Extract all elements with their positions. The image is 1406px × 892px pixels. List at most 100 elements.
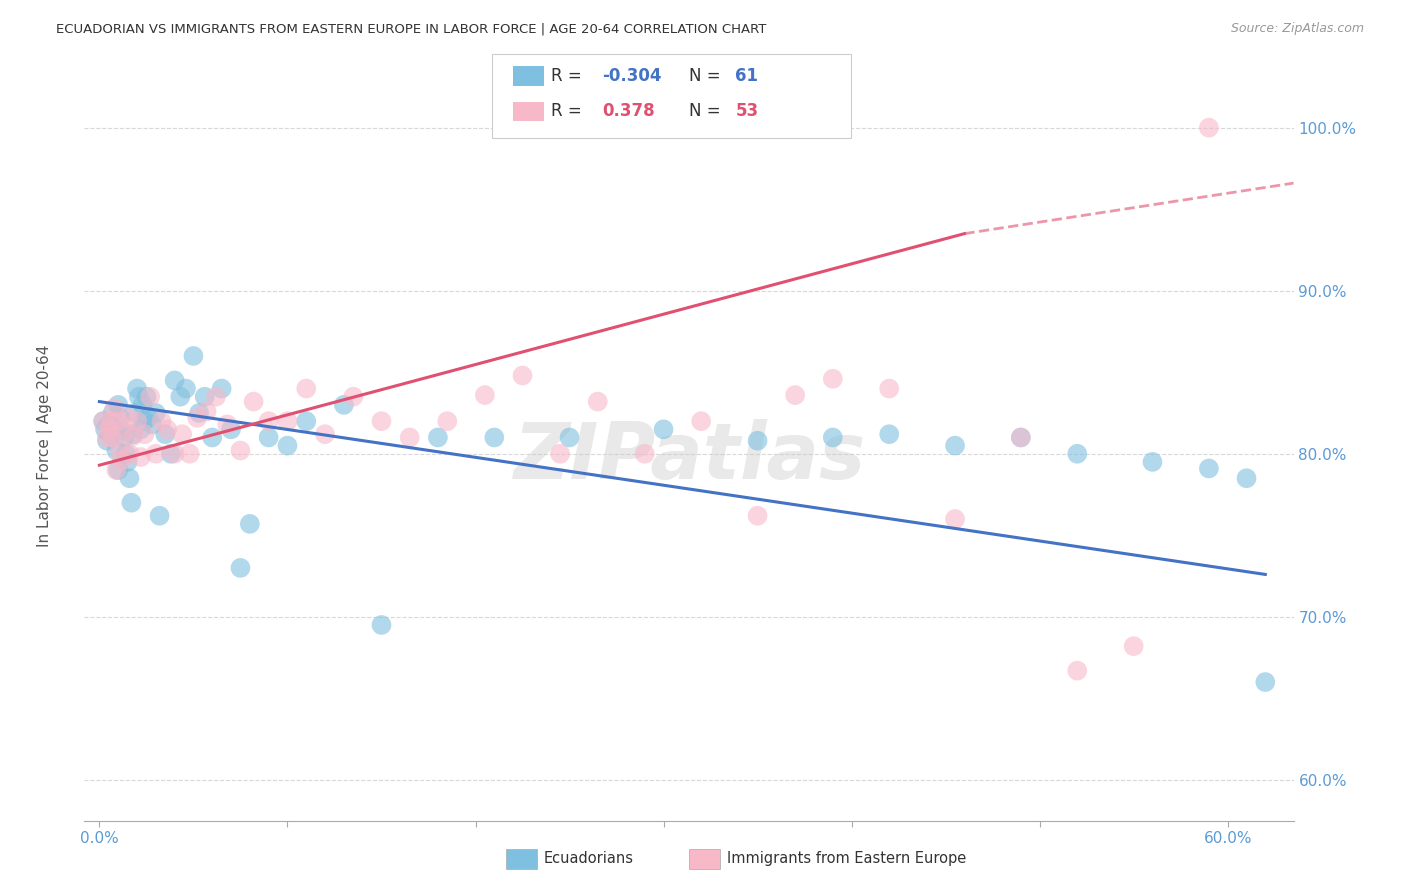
Text: 61: 61 <box>735 67 758 85</box>
Point <box>1122 639 1144 653</box>
Point <box>257 430 280 444</box>
Text: R =: R = <box>551 67 588 85</box>
Point <box>105 443 128 458</box>
Point <box>512 368 534 383</box>
Point <box>548 447 571 461</box>
Point <box>169 390 191 404</box>
Point <box>436 414 458 428</box>
Point <box>107 414 129 428</box>
Point <box>118 447 141 461</box>
Point <box>128 390 150 404</box>
Point <box>97 417 120 432</box>
Point <box>96 430 118 444</box>
Point <box>122 429 145 443</box>
Point <box>634 447 657 461</box>
Point <box>1142 455 1164 469</box>
Point <box>107 398 129 412</box>
Point <box>160 447 183 461</box>
Point <box>785 388 807 402</box>
Point <box>91 414 114 428</box>
Point <box>118 471 141 485</box>
Point <box>145 406 167 420</box>
Point <box>1236 471 1258 485</box>
Point <box>821 372 844 386</box>
Point <box>690 414 713 428</box>
Point <box>94 422 117 436</box>
Point <box>1198 461 1220 475</box>
Point <box>877 382 900 396</box>
Point <box>183 349 205 363</box>
Point <box>96 434 118 448</box>
Point <box>239 516 262 531</box>
Point <box>139 390 162 404</box>
Point <box>111 424 134 438</box>
Point <box>586 394 609 409</box>
Point <box>242 394 264 409</box>
Point <box>105 463 128 477</box>
Text: 0.378: 0.378 <box>602 103 654 120</box>
Text: N =: N = <box>689 67 725 85</box>
Text: Source: ZipAtlas.com: Source: ZipAtlas.com <box>1230 22 1364 36</box>
Point <box>134 414 156 428</box>
Point <box>179 447 201 461</box>
Point <box>943 512 966 526</box>
Point <box>195 404 218 418</box>
Text: -0.304: -0.304 <box>602 67 661 85</box>
Point <box>135 390 157 404</box>
Point <box>156 422 179 436</box>
Point <box>747 434 769 448</box>
Text: R =: R = <box>551 103 588 120</box>
Text: In Labor Force | Age 20-64: In Labor Force | Age 20-64 <box>37 345 53 547</box>
Point <box>155 427 177 442</box>
Point <box>134 427 156 442</box>
Point <box>370 414 392 428</box>
Point <box>652 422 675 436</box>
Point <box>136 410 159 425</box>
Point <box>101 430 124 444</box>
Point <box>125 382 148 396</box>
Point <box>821 430 844 444</box>
Point <box>91 414 114 428</box>
Point <box>484 430 506 444</box>
Point <box>229 443 252 458</box>
Point <box>100 427 122 442</box>
Point <box>103 401 125 416</box>
Text: ZIPatlas: ZIPatlas <box>513 418 865 495</box>
Point <box>122 427 145 442</box>
Point <box>97 422 120 436</box>
Point <box>112 430 135 444</box>
Point <box>276 414 298 428</box>
Point <box>129 450 152 464</box>
Point <box>114 447 136 461</box>
Point <box>120 496 142 510</box>
Point <box>342 390 364 404</box>
Point <box>117 410 139 425</box>
Point <box>112 425 135 440</box>
Text: ECUADORIAN VS IMMIGRANTS FROM EASTERN EUROPE IN LABOR FORCE | AGE 20-64 CORRELAT: ECUADORIAN VS IMMIGRANTS FROM EASTERN EU… <box>56 22 766 36</box>
Point <box>174 382 197 396</box>
Point <box>186 410 208 425</box>
Point <box>211 382 233 396</box>
Point <box>163 447 186 461</box>
Point <box>205 390 228 404</box>
Point <box>217 417 239 432</box>
Text: Immigrants from Eastern Europe: Immigrants from Eastern Europe <box>727 851 966 865</box>
Point <box>219 422 242 436</box>
Point <box>129 422 152 436</box>
Point <box>1066 664 1088 678</box>
Point <box>150 414 173 428</box>
Point <box>1066 447 1088 461</box>
Point <box>398 430 420 444</box>
Point <box>163 373 186 387</box>
Point <box>257 414 280 428</box>
Point <box>145 447 167 461</box>
Point <box>125 414 148 428</box>
Text: Ecuadorians: Ecuadorians <box>544 851 634 865</box>
Point <box>333 398 356 412</box>
Point <box>295 414 318 428</box>
Point <box>1010 430 1032 444</box>
Point <box>314 427 336 442</box>
Point <box>111 453 134 467</box>
Point <box>172 427 194 442</box>
Point <box>747 508 769 523</box>
